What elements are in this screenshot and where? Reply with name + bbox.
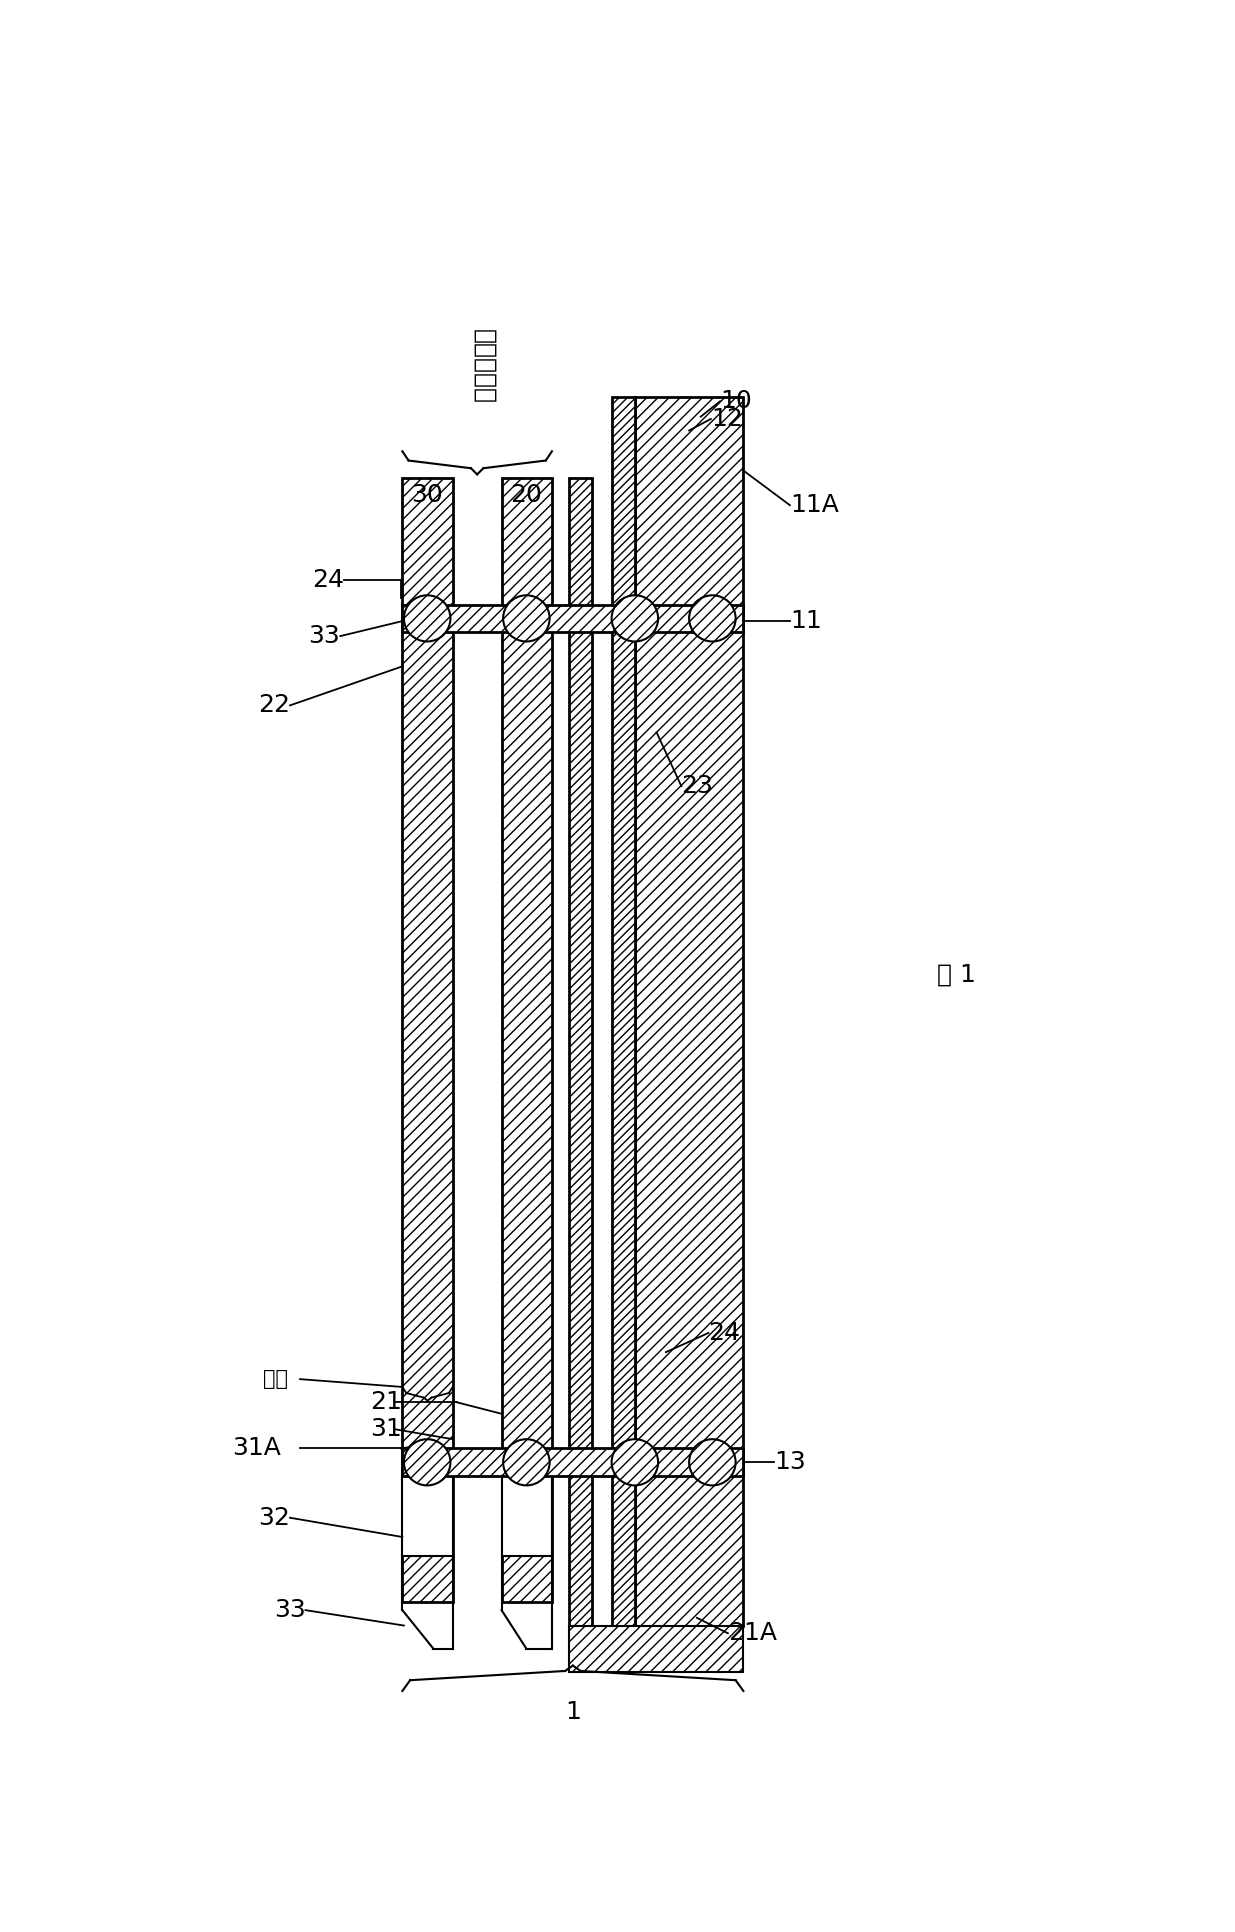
Text: 図 1: 図 1	[937, 962, 976, 987]
Circle shape	[404, 595, 451, 641]
Bar	[611, 398, 635, 1625]
Text: 1: 1	[564, 1700, 580, 1723]
Text: 22: 22	[258, 694, 290, 717]
Text: 31: 31	[369, 1418, 401, 1441]
Text: 30: 30	[411, 483, 443, 508]
Bar	[635, 398, 743, 1625]
Text: 10: 10	[720, 388, 752, 413]
Text: 13: 13	[774, 1451, 806, 1474]
Text: 21A: 21A	[727, 1621, 777, 1646]
Text: 11: 11	[790, 609, 821, 632]
Text: 12: 12	[711, 408, 742, 431]
Text: 半导体芯片: 半导体芯片	[472, 328, 495, 404]
Text: 20: 20	[510, 483, 542, 508]
Circle shape	[689, 595, 736, 641]
Text: 11A: 11A	[790, 493, 839, 518]
Bar	[569, 479, 593, 1625]
Text: 通孔: 通孔	[263, 1370, 288, 1389]
Circle shape	[611, 1439, 658, 1486]
Circle shape	[689, 1439, 736, 1486]
Bar	[501, 1476, 552, 1557]
Text: 32: 32	[258, 1505, 290, 1530]
Circle shape	[503, 1439, 550, 1486]
Bar	[501, 479, 552, 1602]
Bar	[403, 1476, 453, 1557]
Text: 23: 23	[682, 775, 714, 798]
Circle shape	[404, 1439, 451, 1486]
Text: 24: 24	[709, 1321, 741, 1345]
Bar	[403, 1449, 743, 1476]
Text: 24: 24	[312, 568, 345, 591]
Text: 21: 21	[369, 1391, 401, 1414]
Bar	[403, 605, 743, 632]
Text: 33: 33	[274, 1598, 305, 1623]
Text: 31A: 31A	[232, 1435, 280, 1461]
Circle shape	[503, 595, 550, 641]
Bar	[403, 479, 453, 1602]
Text: 33: 33	[309, 624, 341, 647]
Circle shape	[611, 595, 658, 641]
Bar	[569, 1625, 743, 1671]
